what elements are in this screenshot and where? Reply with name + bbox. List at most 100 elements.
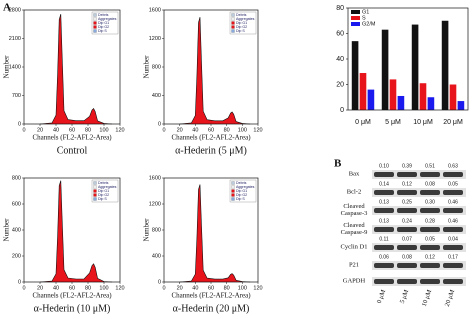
blot-value: 0.08	[402, 254, 412, 260]
blot-strip	[372, 243, 466, 252]
y-tick-label: 0	[18, 121, 21, 127]
blot-band	[374, 227, 394, 232]
bar	[441, 20, 449, 110]
legend-label: Dip G2	[236, 25, 247, 29]
blot-row-label: Bcl-2	[347, 188, 361, 195]
y-tick-label: 40	[336, 56, 344, 63]
x-tick-label: 100	[99, 285, 108, 291]
blot-value: 0.12	[402, 181, 412, 187]
blot-strip	[372, 170, 466, 179]
blot-value: 0.46	[448, 218, 458, 224]
bar	[389, 79, 397, 110]
histogram-area	[39, 180, 113, 283]
y-axis-label: Number	[143, 218, 151, 242]
legend-label: Debris	[236, 181, 247, 185]
bar	[351, 41, 359, 110]
blot-band	[397, 279, 417, 284]
y-axis-label: Number	[3, 218, 11, 242]
blot-value: 0.08	[425, 181, 435, 187]
blot-row-label: Caspase-9	[341, 229, 368, 236]
x-tick-label: 100	[238, 285, 247, 291]
y-tick-label: 700	[12, 93, 21, 99]
x-axis-label: Channels (FL2-AFL2-Area)	[32, 134, 112, 142]
legend-swatch	[231, 13, 235, 17]
blot-value: 0.12	[425, 254, 435, 260]
blot-band	[420, 172, 440, 177]
blot-value: 0.06	[379, 254, 389, 260]
x-tick-label: 0 μM	[355, 119, 371, 126]
x-tick-label: 80	[224, 285, 230, 291]
blot-band	[420, 208, 440, 213]
y-tick-label: 1600	[149, 175, 161, 181]
legend-label: Dip S	[98, 29, 107, 33]
y-tick-label: 1200	[149, 201, 161, 207]
blot-strip	[372, 206, 466, 215]
plot-frame	[163, 9, 259, 125]
y-tick-label: 200	[12, 253, 21, 259]
blot-band	[443, 208, 463, 213]
blot-row-label: Cleaved	[343, 203, 365, 210]
legend-label: Debris	[98, 181, 109, 185]
blot-value: 0.51	[425, 163, 435, 169]
blot-band	[397, 263, 417, 268]
chart-title: Control	[57, 145, 88, 156]
y-axis-label: Number	[143, 55, 151, 79]
blot-value: 0.10	[379, 163, 389, 169]
histogram-area	[179, 184, 251, 283]
histogram-area	[39, 14, 113, 125]
x-tick-label: 120	[115, 127, 124, 133]
blot-column-label: 10 μM	[421, 289, 434, 308]
plot-frame	[347, 7, 469, 111]
y-tick-label: 800	[152, 64, 161, 70]
legend-box	[229, 179, 257, 203]
blot-band	[443, 190, 463, 195]
y-tick-label: 0	[158, 279, 161, 285]
legend-swatch	[93, 21, 97, 25]
blot-band	[443, 172, 463, 177]
blot-value: 0.14	[379, 181, 389, 187]
panel-label: A	[3, 2, 11, 14]
bar	[419, 83, 427, 110]
y-tick-label: 0	[340, 107, 344, 114]
blot-band	[420, 263, 440, 268]
legend-label: Aggregates	[98, 185, 117, 189]
blot-band	[374, 172, 394, 177]
x-tick-label: 20	[177, 285, 183, 291]
legend-swatch	[93, 13, 97, 17]
blot-value: 0.05	[448, 181, 458, 187]
x-tick-label: 100	[99, 127, 108, 133]
blot-value: 0.11	[379, 236, 389, 242]
x-tick-label: 40	[53, 127, 59, 133]
legend-label: Dip G2	[98, 193, 109, 197]
legend-swatch	[231, 25, 235, 29]
legend-label: Dip G2	[236, 193, 247, 197]
legend-swatch	[231, 21, 235, 25]
blot-band	[374, 245, 394, 250]
x-tick-label: 100	[238, 127, 247, 133]
blot-band	[420, 190, 440, 195]
y-tick-label: 2100	[9, 36, 21, 42]
plot-frame	[163, 177, 259, 283]
chart-title: α-Hederin (20 μM)	[173, 303, 250, 314]
blot-value: 0.63	[448, 163, 458, 169]
legend-swatch	[93, 197, 97, 201]
bar	[367, 89, 375, 110]
x-tick-label: 60	[69, 285, 75, 291]
plot-frame	[23, 177, 121, 283]
blot-row-label: Bax	[349, 170, 360, 177]
blot-row-label: Cyclin D1	[341, 243, 368, 250]
blot-value: 0.07	[402, 236, 412, 242]
blot-band	[420, 245, 440, 250]
legend-box	[91, 179, 119, 203]
blot-strip	[372, 277, 466, 286]
x-axis-label: Channels (FL2-AFL2-Area)	[32, 292, 112, 300]
blot-value: 0.24	[402, 218, 412, 224]
y-tick-label: 800	[152, 227, 161, 233]
legend-box	[91, 11, 119, 35]
bar	[359, 73, 367, 110]
x-axis-label: Channels (FL2-AFL2-Area)	[171, 134, 251, 142]
y-tick-label: 400	[152, 253, 161, 259]
chart-title: α-Hederin (5 μM)	[175, 145, 247, 156]
legend-swatch	[231, 189, 235, 193]
blot-column-label: 5 μM	[399, 289, 410, 305]
